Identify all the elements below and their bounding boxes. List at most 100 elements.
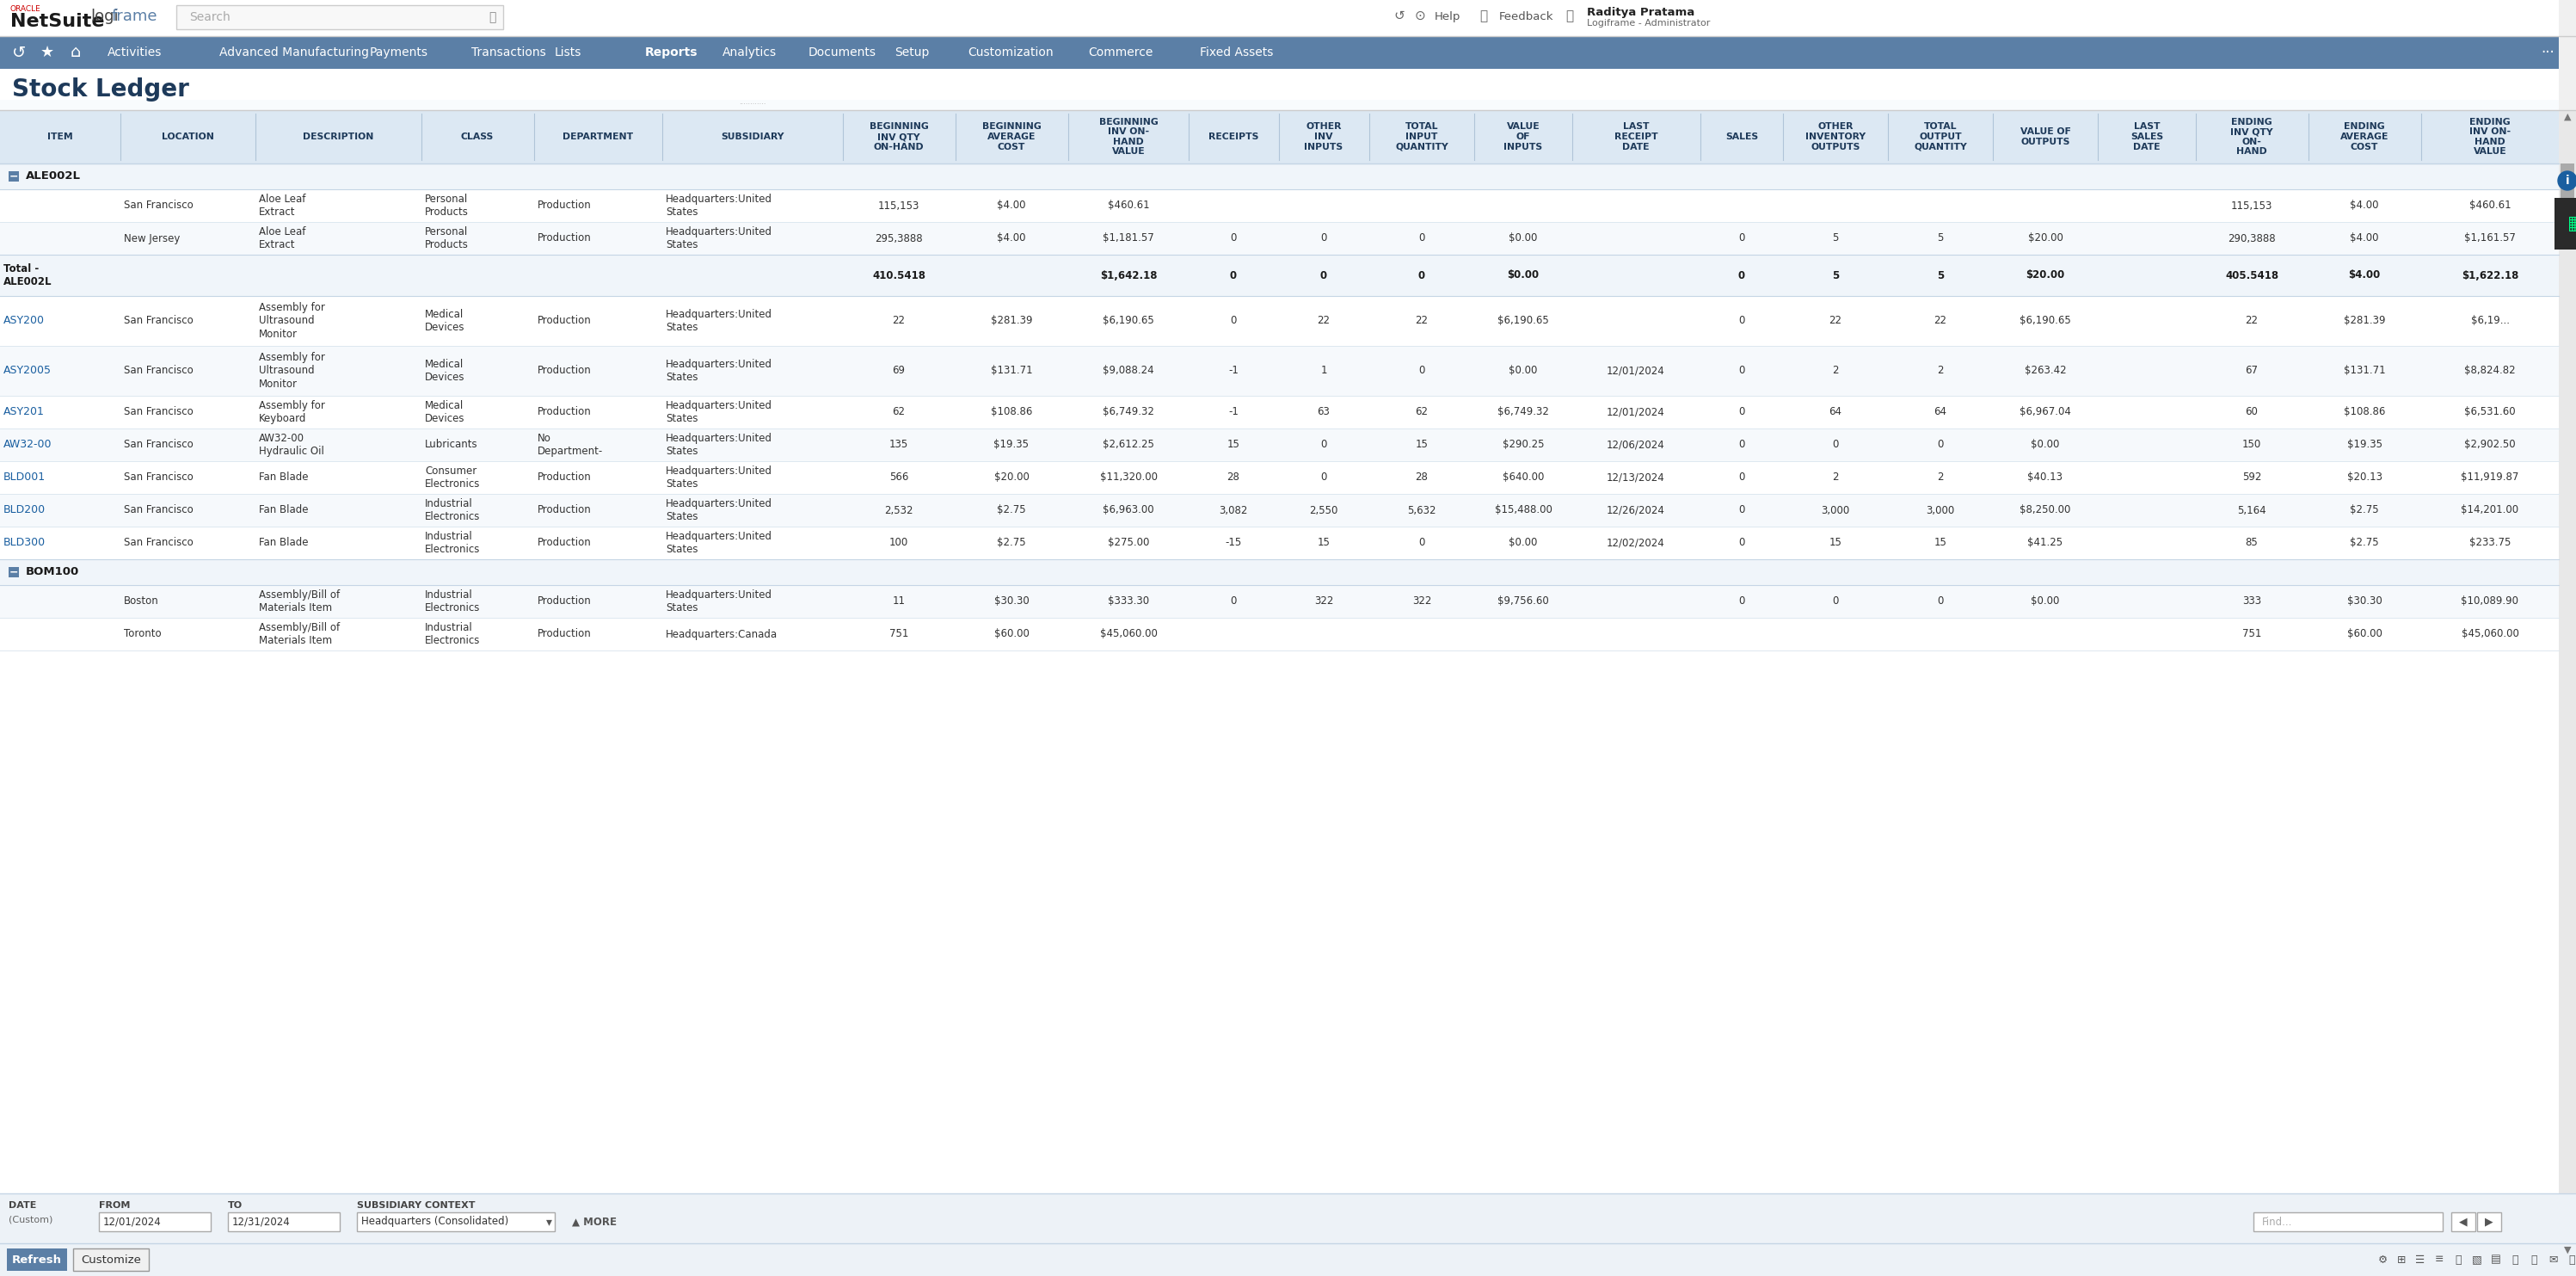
Bar bbox=[8, 171, 18, 181]
Text: NetSuite: NetSuite bbox=[10, 13, 106, 31]
Text: 2: 2 bbox=[1832, 365, 1839, 376]
Text: SALES: SALES bbox=[1726, 133, 1757, 142]
Text: 0: 0 bbox=[1739, 365, 1744, 376]
Text: Consumer
Electronics: Consumer Electronics bbox=[425, 466, 479, 490]
Text: -15: -15 bbox=[1226, 537, 1242, 549]
Text: San Francisco: San Francisco bbox=[124, 407, 193, 417]
Text: Industrial
Electronics: Industrial Electronics bbox=[425, 623, 479, 646]
Text: 0: 0 bbox=[1321, 232, 1327, 244]
Text: Find...: Find... bbox=[2262, 1216, 2293, 1228]
Text: ENDING
INV ON-
HAND
VALUE: ENDING INV ON- HAND VALUE bbox=[2470, 117, 2512, 156]
Text: OTHER
INVENTORY
OUTPUTS: OTHER INVENTORY OUTPUTS bbox=[1806, 122, 1865, 151]
Bar bbox=[0, 1193, 2576, 1243]
Text: Headquarters:United
States: Headquarters:United States bbox=[665, 309, 773, 333]
Text: Raditya Pratama: Raditya Pratama bbox=[1587, 6, 1695, 18]
Text: No
Department-: No Department- bbox=[538, 433, 603, 457]
Text: $263.42: $263.42 bbox=[2025, 365, 2066, 376]
Text: ENDING
AVERAGE
COST: ENDING AVERAGE COST bbox=[2339, 122, 2388, 151]
Text: 135: 135 bbox=[889, 439, 909, 450]
Text: 322: 322 bbox=[1314, 596, 1334, 607]
Bar bbox=[0, 527, 2558, 559]
Text: BLD200: BLD200 bbox=[3, 504, 46, 516]
Bar bbox=[2555, 198, 2576, 250]
Bar bbox=[72, 1248, 149, 1271]
Text: Assembly for
Ultrasound
Monitor: Assembly for Ultrasound Monitor bbox=[260, 352, 325, 389]
Text: 👤: 👤 bbox=[1566, 9, 1574, 23]
Text: 🖨: 🖨 bbox=[2512, 1254, 2519, 1266]
Text: 0: 0 bbox=[1321, 472, 1327, 484]
Text: 751: 751 bbox=[2241, 629, 2262, 639]
Text: Fixed Assets: Fixed Assets bbox=[1200, 46, 1273, 59]
Text: $19.35: $19.35 bbox=[2347, 439, 2383, 450]
Text: $108.86: $108.86 bbox=[2344, 407, 2385, 417]
Bar bbox=[0, 189, 2558, 222]
Text: 0: 0 bbox=[1739, 232, 1744, 244]
Text: 📋: 📋 bbox=[2530, 1254, 2537, 1266]
Text: Boston: Boston bbox=[124, 596, 160, 607]
Text: $8,250.00: $8,250.00 bbox=[2020, 504, 2071, 516]
Text: Customization: Customization bbox=[969, 46, 1054, 59]
Text: $11,320.00: $11,320.00 bbox=[1100, 472, 1157, 484]
Text: 0: 0 bbox=[1319, 269, 1327, 281]
Text: ⊞: ⊞ bbox=[2396, 1254, 2406, 1266]
Text: ENDING
INV QTY
ON-
HAND: ENDING INV QTY ON- HAND bbox=[2231, 117, 2272, 156]
Bar bbox=[0, 222, 2558, 255]
Text: $20.00: $20.00 bbox=[994, 472, 1028, 484]
Text: ▦: ▦ bbox=[2566, 216, 2576, 232]
Text: Payments: Payments bbox=[371, 46, 428, 59]
Text: AW32-00: AW32-00 bbox=[3, 439, 52, 450]
Text: ASY201: ASY201 bbox=[3, 407, 44, 417]
Text: 28: 28 bbox=[1226, 472, 1239, 484]
Bar bbox=[8, 567, 18, 577]
Text: ▲: ▲ bbox=[2563, 112, 2571, 121]
Text: CLASS: CLASS bbox=[461, 133, 495, 142]
Text: 0: 0 bbox=[1739, 504, 1744, 516]
Text: Total -
ALE002L: Total - ALE002L bbox=[3, 263, 52, 287]
Bar bbox=[0, 163, 2558, 189]
Text: 592: 592 bbox=[2241, 472, 2262, 484]
Text: i: i bbox=[2566, 175, 2568, 186]
Text: ASY2005: ASY2005 bbox=[3, 365, 52, 376]
Text: DESCRIPTION: DESCRIPTION bbox=[301, 133, 374, 142]
Text: 5: 5 bbox=[1937, 232, 1942, 244]
Text: BLD300: BLD300 bbox=[3, 537, 46, 549]
Text: 69: 69 bbox=[891, 365, 904, 376]
Text: -1: -1 bbox=[1229, 365, 1239, 376]
Text: 295,3888: 295,3888 bbox=[876, 232, 922, 244]
Text: $6,19...: $6,19... bbox=[2470, 315, 2509, 327]
Text: $131.71: $131.71 bbox=[992, 365, 1033, 376]
Text: 12/01/2024: 12/01/2024 bbox=[1607, 407, 1664, 417]
Text: Production: Production bbox=[538, 315, 592, 327]
Text: 0: 0 bbox=[1419, 537, 1425, 549]
Text: Fan Blade: Fan Blade bbox=[260, 472, 309, 484]
Text: VALUE OF
OUTPUTS: VALUE OF OUTPUTS bbox=[2020, 128, 2071, 145]
Bar bbox=[0, 110, 2558, 163]
Text: Analytics: Analytics bbox=[721, 46, 778, 59]
Text: ▶: ▶ bbox=[2486, 1216, 2494, 1228]
Text: ↺: ↺ bbox=[1394, 9, 1404, 23]
Circle shape bbox=[2558, 171, 2576, 190]
Bar bbox=[98, 1212, 211, 1231]
Text: $9,756.60: $9,756.60 bbox=[1497, 596, 1548, 607]
Text: FROM: FROM bbox=[98, 1201, 131, 1210]
Text: $20.00: $20.00 bbox=[2025, 269, 2066, 281]
Text: Lists: Lists bbox=[554, 46, 582, 59]
Text: LAST
SALES
DATE: LAST SALES DATE bbox=[2130, 122, 2164, 151]
Text: 22: 22 bbox=[1935, 315, 1947, 327]
Text: ★: ★ bbox=[41, 45, 54, 60]
Text: $15,488.00: $15,488.00 bbox=[1494, 504, 1551, 516]
Text: 22: 22 bbox=[891, 315, 904, 327]
Text: 3,000: 3,000 bbox=[1821, 504, 1850, 516]
Text: 22: 22 bbox=[1316, 315, 1329, 327]
Text: Assembly for
Ultrasound
Monitor: Assembly for Ultrasound Monitor bbox=[260, 302, 325, 339]
Text: 0: 0 bbox=[1832, 596, 1839, 607]
Text: 12/02/2024: 12/02/2024 bbox=[1607, 537, 1664, 549]
Text: Toronto: Toronto bbox=[124, 629, 162, 639]
Text: RECEIPTS: RECEIPTS bbox=[1208, 133, 1260, 142]
Text: 333: 333 bbox=[2241, 596, 2262, 607]
Text: 0: 0 bbox=[1739, 439, 1744, 450]
Text: 28: 28 bbox=[1414, 472, 1427, 484]
Text: Search: Search bbox=[188, 11, 229, 23]
Text: $9,088.24: $9,088.24 bbox=[1103, 365, 1154, 376]
Text: San Francisco: San Francisco bbox=[124, 439, 193, 450]
